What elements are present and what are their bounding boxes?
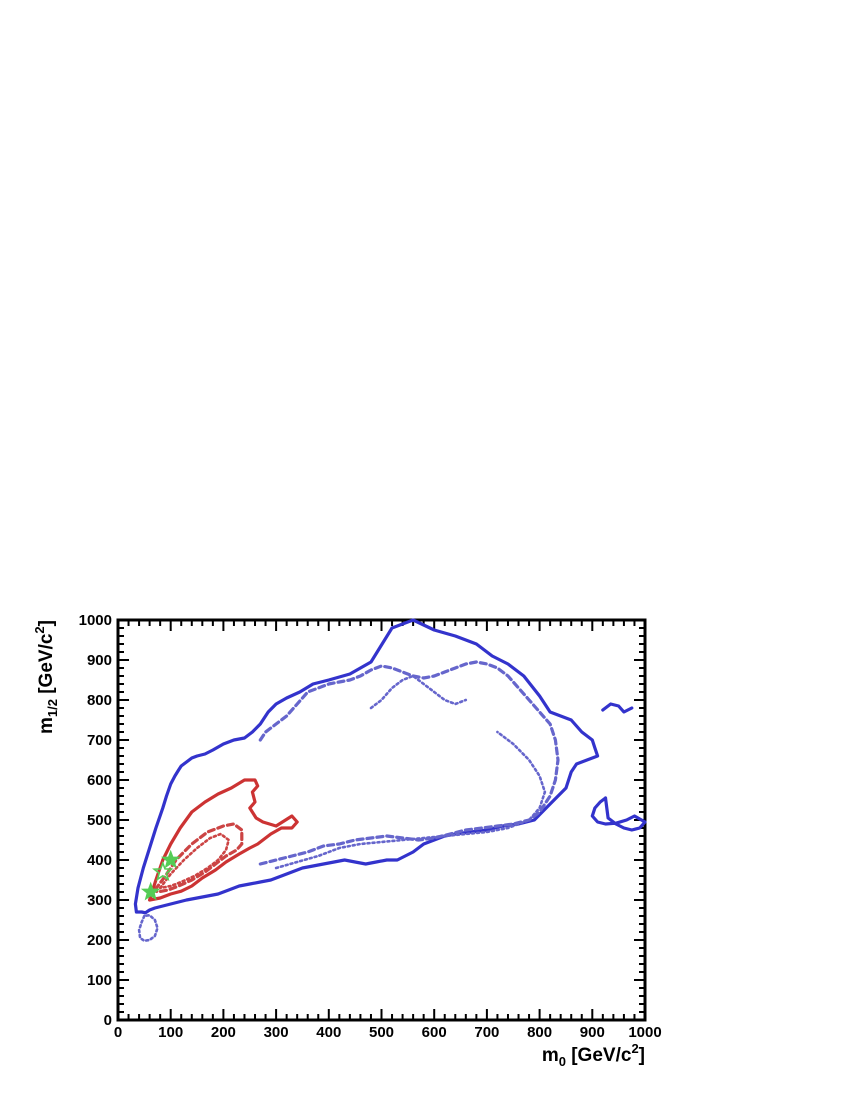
- x-tick-label: 900: [580, 1024, 605, 1041]
- x-tick-label: 800: [527, 1024, 552, 1041]
- y-tick-label: 200: [87, 932, 112, 949]
- y-tick-label: 500: [87, 812, 112, 829]
- y-tick-label: 600: [87, 772, 112, 789]
- contour-dotted-9: [158, 832, 230, 890]
- y-tick-label: 400: [87, 852, 112, 869]
- contour-dotted-6: [369, 674, 468, 710]
- y-tick-label: 300: [87, 892, 112, 909]
- contour-dashed-3: [258, 660, 560, 866]
- contour-solid-2: [601, 702, 634, 714]
- contour-curves: [133, 618, 647, 943]
- contour-dotted-5: [274, 730, 547, 870]
- axis-ticks: [117, 619, 646, 1021]
- y-tick-labels: 0 100 200 300 400 500 600 700 800 900 1000: [79, 612, 112, 1029]
- y-tick-label: 0: [104, 1012, 112, 1029]
- y-tick-label: 700: [87, 732, 112, 749]
- x-tick-label: 700: [474, 1024, 499, 1041]
- x-tick-label: 500: [369, 1024, 394, 1041]
- contour-solid-1: [590, 796, 647, 832]
- contour-dashed-8: [153, 822, 244, 894]
- star-marker-0: [160, 849, 181, 869]
- x-tick-labels: 0 100 200 300 400 500 600 700 800 900 1000: [114, 1024, 662, 1041]
- star-marker-2: [140, 881, 161, 901]
- y-axis-title: m1/2 [GeV/c2]: [32, 620, 60, 734]
- y-tick-label: 1000: [79, 612, 112, 629]
- y-tick-label: 100: [87, 972, 112, 989]
- contour-solid-7: [148, 778, 299, 902]
- x-tick-label: 300: [264, 1024, 289, 1041]
- x-tick-label: 400: [316, 1024, 341, 1041]
- contour-solid-0: [133, 618, 600, 915]
- y-tick-label: 800: [87, 692, 112, 709]
- y-tick-label: 900: [87, 652, 112, 669]
- contour-dotted-4: [137, 913, 159, 943]
- x-tick-label: 200: [211, 1024, 236, 1041]
- x-tick-label: 0: [114, 1024, 122, 1041]
- x-tick-label: 100: [158, 1024, 183, 1041]
- x-tick-label: 1000: [628, 1024, 661, 1041]
- x-axis-title: m0 [GeV/c2]: [542, 1041, 645, 1069]
- star-marker-1: [152, 860, 174, 882]
- best-fit-markers: [140, 849, 181, 901]
- plot-frame: [116, 618, 647, 1022]
- x-tick-label: 600: [422, 1024, 447, 1041]
